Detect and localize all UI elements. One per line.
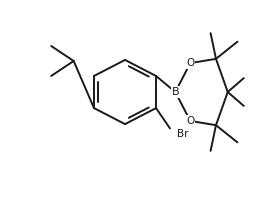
Text: O: O	[186, 116, 194, 126]
Text: Br: Br	[178, 129, 189, 139]
Text: O: O	[186, 58, 194, 68]
Text: B: B	[171, 87, 179, 97]
